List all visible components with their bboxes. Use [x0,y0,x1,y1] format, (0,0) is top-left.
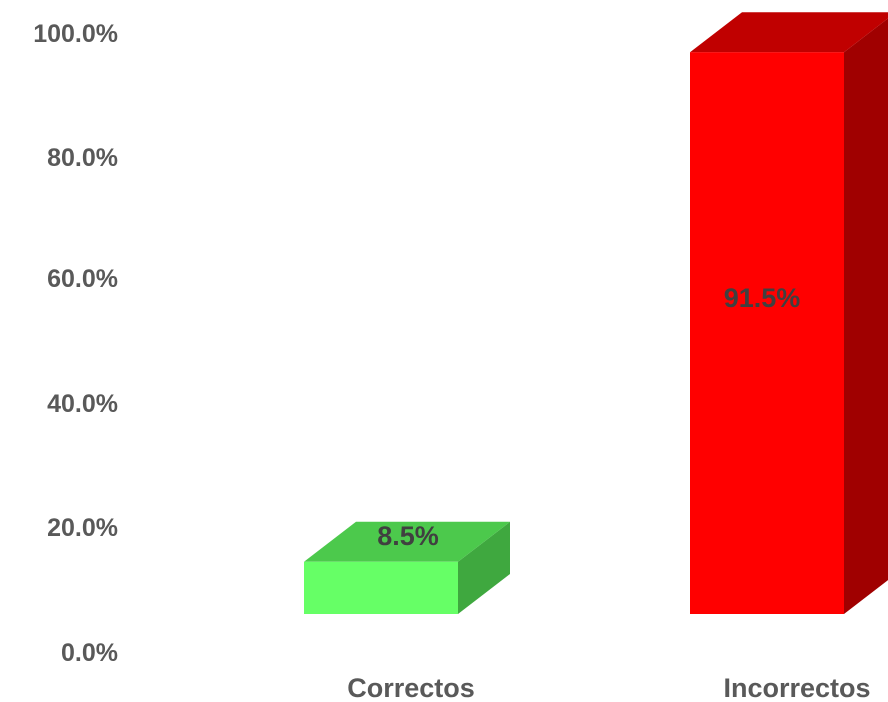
y-tick-label: 100.0% [33,20,118,48]
y-tick-label: 80.0% [47,144,118,172]
bar-side-face [844,18,888,614]
bar-side-face [458,521,510,614]
bar-top-face [304,521,510,562]
bars [304,12,888,614]
bar-front-face [690,52,844,614]
y-tick-label: 20.0% [47,514,118,542]
category-label-incorrectos: Incorrectos [723,673,870,702]
y-tick-label: 0.0% [61,639,118,667]
y-tick-label: 40.0% [47,390,118,418]
bar-correctos [304,521,510,614]
y-tick-label: 60.0% [47,265,118,293]
bar-incorrectos [690,12,888,614]
category-label-correctos: Correctos [347,673,475,702]
bar-front-face [304,561,458,614]
data-label-incorrectos: 91.5% [724,283,801,313]
data-labels: 8.5% 91.5% [377,283,800,551]
category-labels: Correctos Incorrectos [347,673,870,702]
data-label-correctos: 8.5% [377,521,439,551]
bar-top-face [690,12,888,53]
y-axis: 0.0% 20.0% 40.0% 60.0% 80.0% 100.0% [33,20,118,667]
